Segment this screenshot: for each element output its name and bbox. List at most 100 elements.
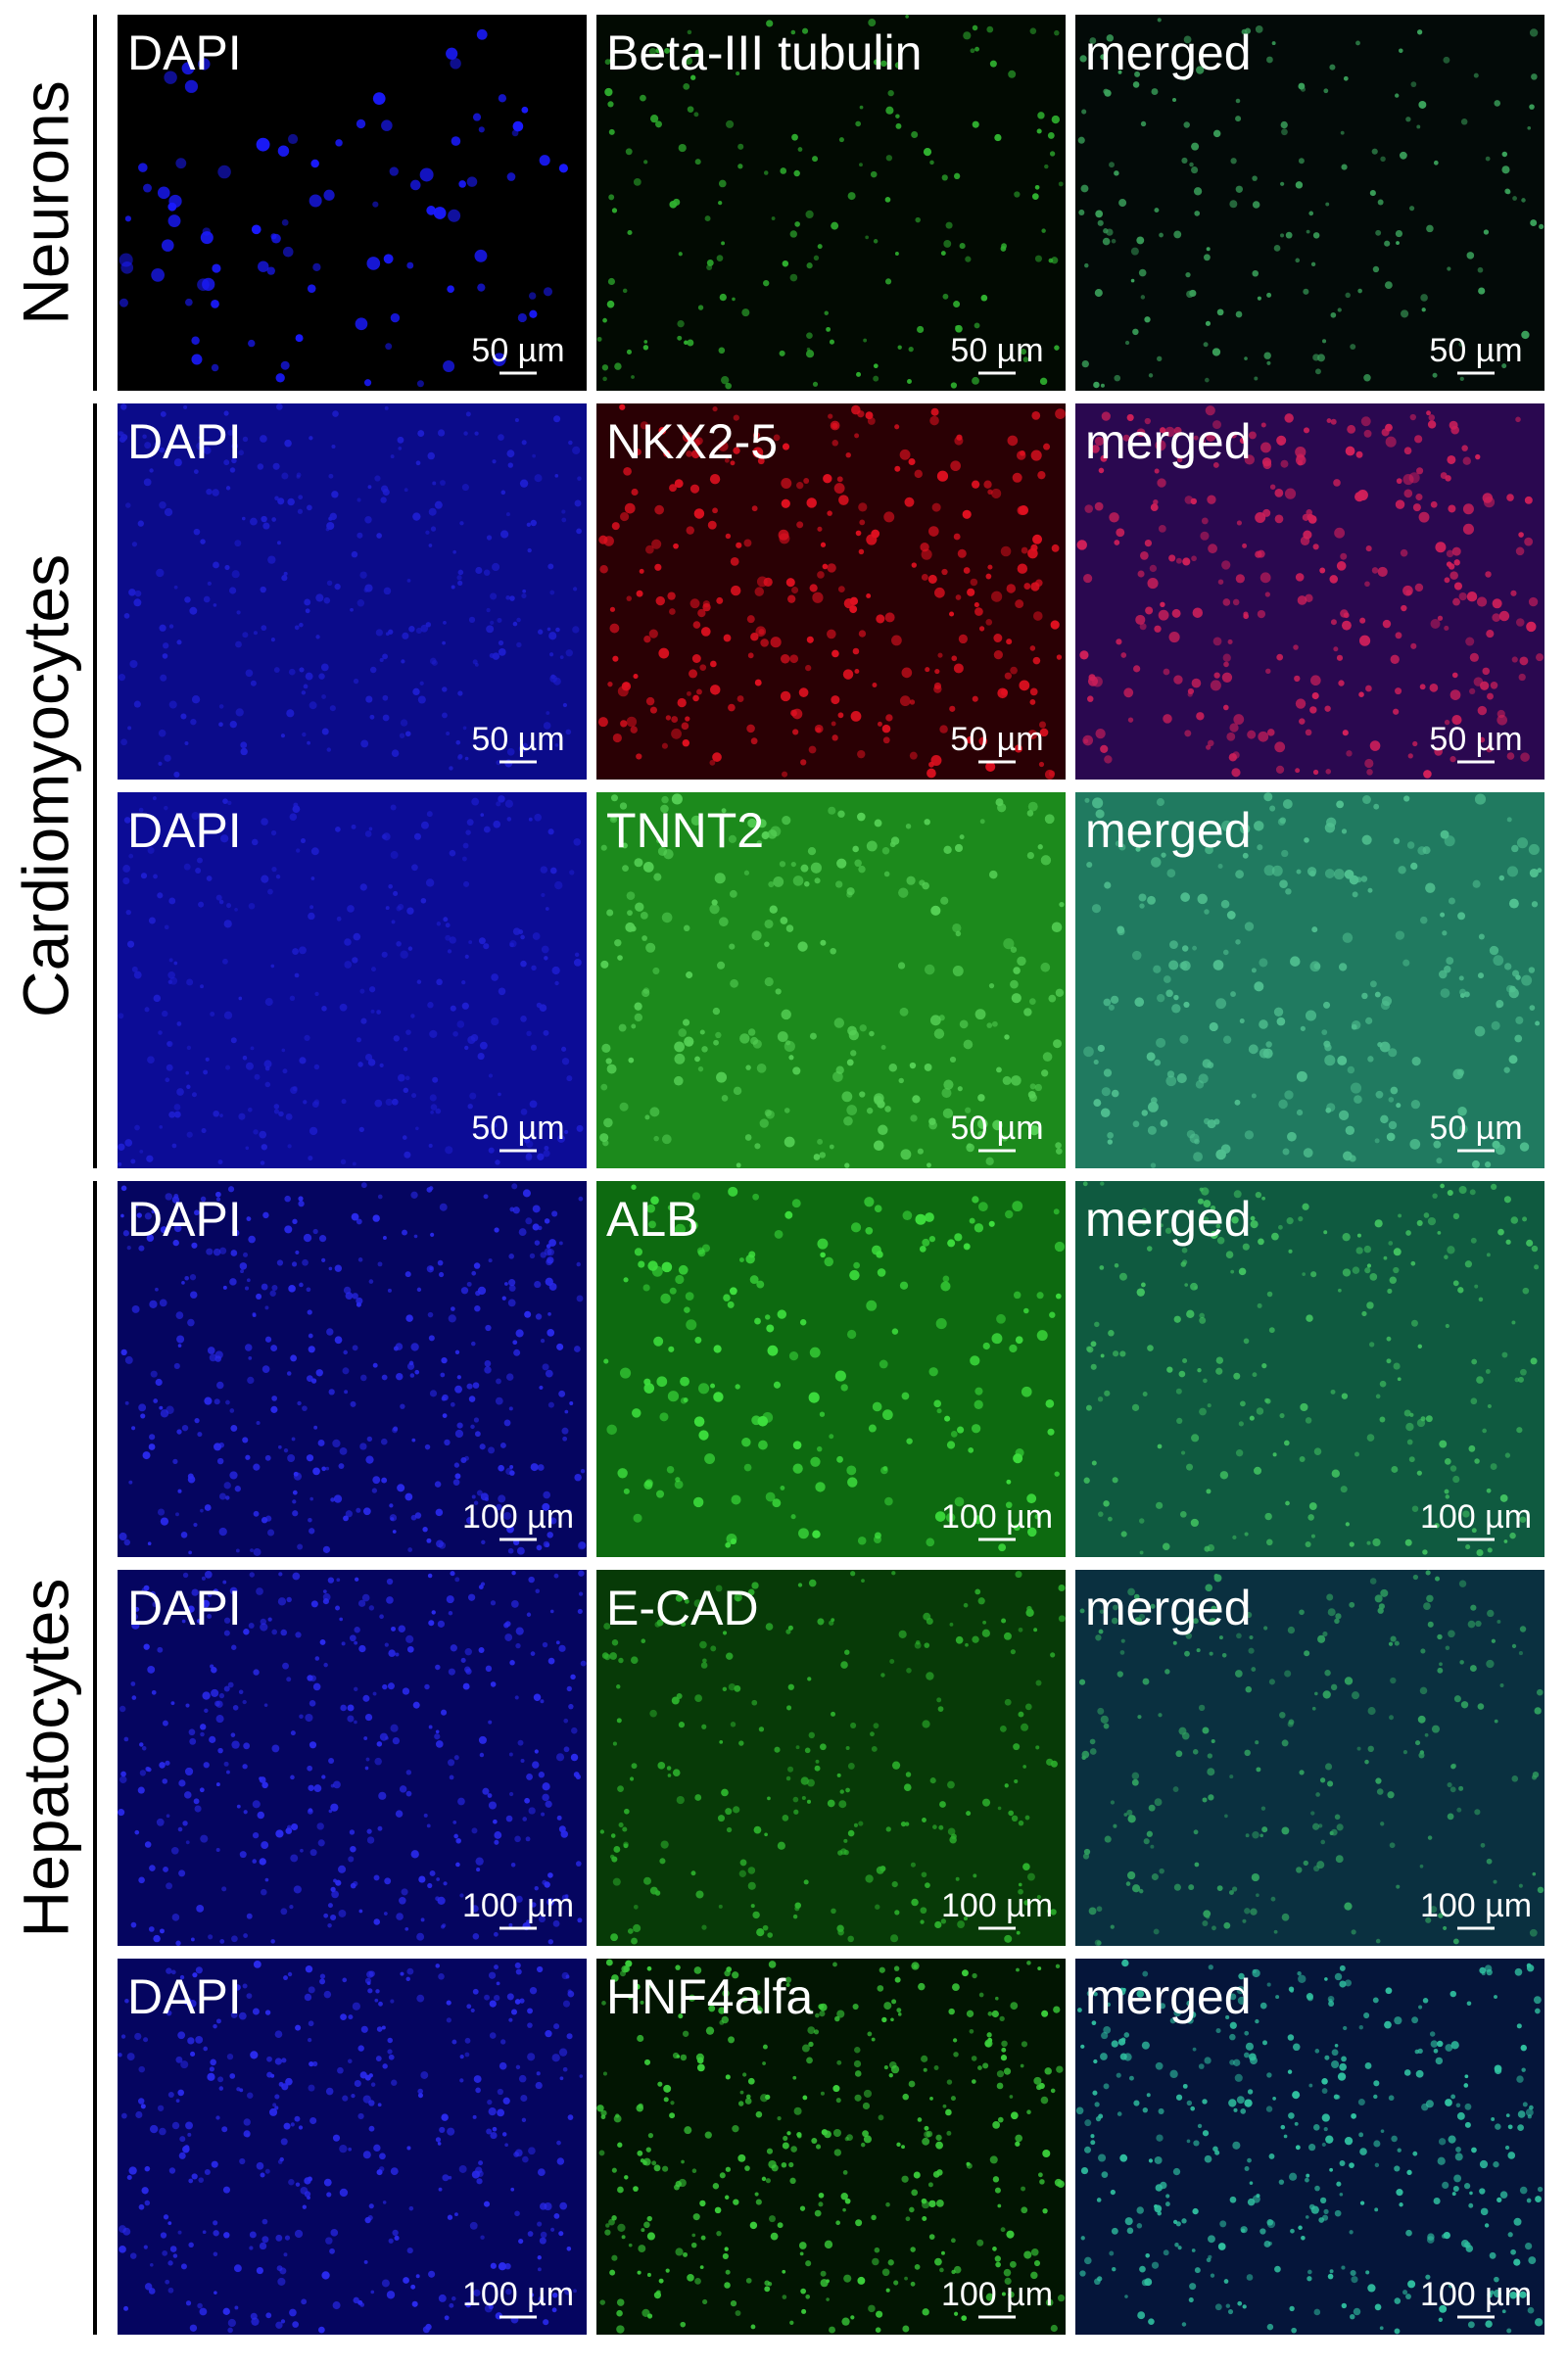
cell <box>381 1439 388 1445</box>
cell <box>321 1258 325 1262</box>
cell <box>548 1939 553 1944</box>
cell <box>507 817 512 822</box>
cell <box>1425 883 1435 893</box>
cell <box>1332 1470 1340 1478</box>
cell <box>1279 1413 1284 1418</box>
cell <box>184 864 191 871</box>
cell <box>1306 1314 1312 1321</box>
cell <box>1148 1126 1157 1135</box>
cell <box>992 2121 1000 2129</box>
cell <box>463 881 469 887</box>
cell <box>1046 1399 1055 1408</box>
cell <box>835 1066 843 1074</box>
cell <box>513 121 524 132</box>
cell <box>441 1710 447 1716</box>
cell <box>560 655 564 659</box>
cell <box>773 876 784 887</box>
cell <box>197 278 210 291</box>
cell <box>788 1684 794 1690</box>
cell <box>929 2234 935 2240</box>
cell <box>428 1574 433 1579</box>
cell <box>1335 2044 1339 2048</box>
cell <box>781 478 791 489</box>
cell <box>1159 233 1164 238</box>
cell <box>259 1131 266 1139</box>
cell <box>216 1715 224 1723</box>
cell <box>327 581 332 586</box>
cell <box>942 174 948 180</box>
cell <box>373 1692 377 1696</box>
cell <box>1325 869 1335 878</box>
cell <box>763 2045 768 2050</box>
cell <box>369 2073 373 2077</box>
cell <box>120 261 133 274</box>
cell <box>660 1294 670 1303</box>
cell <box>522 2156 529 2163</box>
cell <box>1300 1403 1307 1411</box>
cell <box>1027 852 1034 859</box>
cell <box>524 1798 530 1804</box>
cell <box>454 1386 462 1394</box>
cell <box>493 1820 498 1824</box>
cell <box>793 1810 798 1815</box>
cell <box>726 1652 733 1659</box>
cell <box>786 2131 790 2135</box>
cell <box>759 1727 764 1731</box>
cell <box>342 1641 346 1645</box>
cell <box>904 1783 912 1791</box>
cell <box>1097 1906 1103 1912</box>
cell <box>925 667 929 672</box>
cell <box>365 1054 372 1061</box>
cell <box>684 925 689 931</box>
cell <box>643 345 648 350</box>
cell <box>307 505 312 511</box>
cell <box>1080 1608 1085 1613</box>
cell <box>750 633 758 640</box>
cell <box>287 1597 292 1602</box>
cell <box>278 145 289 156</box>
cell <box>319 1978 325 1984</box>
cell <box>494 1840 499 1845</box>
cell <box>1311 1535 1315 1538</box>
cell <box>694 508 704 518</box>
cell <box>1446 1324 1449 1328</box>
cell <box>1140 1550 1144 1554</box>
cell <box>838 712 844 718</box>
cell <box>1246 1686 1253 1693</box>
cell <box>622 1826 627 1831</box>
cell <box>344 938 352 946</box>
cell <box>526 1031 531 1036</box>
cell <box>219 1693 224 1698</box>
cell <box>656 1491 664 1498</box>
cell <box>119 674 125 681</box>
cell <box>1410 414 1416 420</box>
cell <box>1460 377 1464 381</box>
cell <box>1407 2280 1415 2288</box>
cell <box>172 1914 180 1921</box>
cell <box>1490 946 1498 955</box>
cell <box>459 521 463 525</box>
cell <box>243 1629 249 1634</box>
cell <box>904 497 914 507</box>
cell <box>968 1447 974 1453</box>
cell <box>681 2055 687 2060</box>
cell <box>343 1515 349 1521</box>
cell <box>643 862 654 873</box>
cell <box>350 1846 356 1853</box>
panel-label: merged <box>1085 25 1252 80</box>
cell <box>299 667 304 672</box>
cell <box>145 2166 150 2171</box>
cell <box>669 2112 675 2118</box>
cell <box>418 2093 423 2098</box>
cell <box>537 2221 542 2226</box>
cell <box>744 871 749 875</box>
cell <box>788 1055 793 1060</box>
cell <box>603 1359 608 1364</box>
cell <box>884 2065 888 2069</box>
cell <box>1175 1750 1182 1757</box>
cell <box>647 2232 655 2240</box>
cell <box>504 1282 508 1286</box>
cell <box>280 2157 284 2161</box>
cell <box>158 2106 164 2111</box>
